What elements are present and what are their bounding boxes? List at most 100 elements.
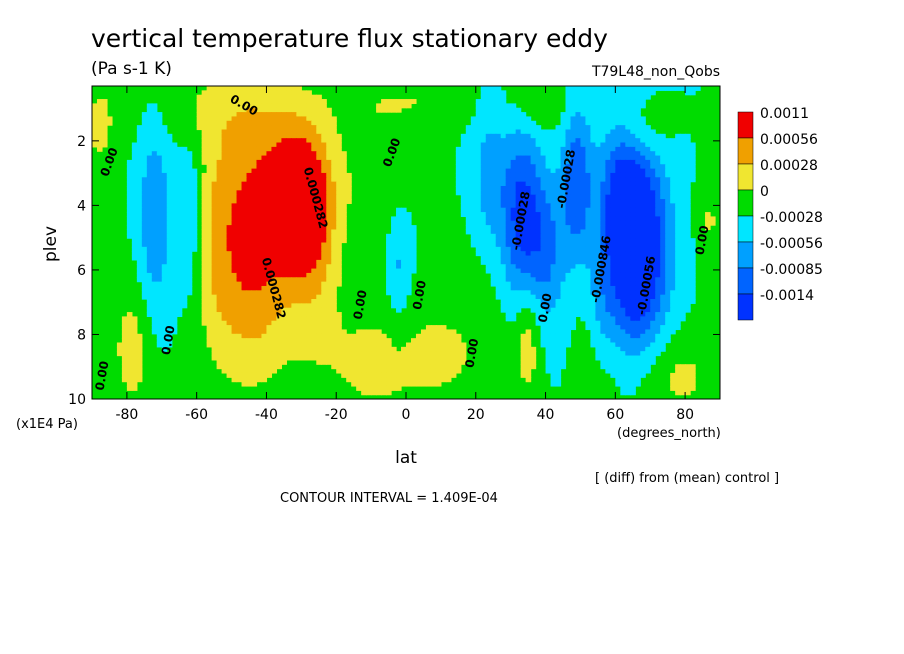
field-cell	[251, 112, 258, 118]
field-cell	[600, 238, 606, 244]
field-cell	[625, 220, 631, 226]
field-cell	[266, 255, 273, 261]
field-cell	[660, 303, 666, 309]
field-cell	[336, 229, 342, 235]
field-cell	[171, 159, 178, 165]
field-cell	[680, 281, 686, 287]
field-cell	[176, 255, 183, 261]
field-cell	[670, 181, 676, 187]
field-cell	[281, 138, 287, 144]
field-cell	[296, 181, 302, 187]
field-cell	[291, 142, 297, 148]
field-cell	[311, 185, 317, 191]
field-cell	[166, 242, 173, 248]
field-cell	[655, 333, 661, 339]
field-cell	[136, 338, 143, 344]
field-cell	[595, 168, 601, 174]
field-cell	[490, 225, 497, 231]
field-cell	[246, 216, 253, 222]
field-cell	[141, 212, 148, 218]
field-cell	[600, 342, 606, 348]
field-cell	[665, 268, 671, 274]
field-cell	[630, 125, 636, 131]
field-cell	[530, 299, 537, 304]
field-cell	[605, 94, 611, 100]
field-cell	[585, 212, 592, 218]
field-cell	[575, 259, 582, 265]
field-cell	[445, 338, 452, 344]
field-cell	[510, 125, 517, 131]
contour-fill	[92, 86, 716, 396]
field-cell	[141, 272, 148, 278]
field-cell	[231, 112, 238, 118]
field-cell	[465, 181, 472, 187]
field-cell	[241, 290, 248, 296]
field-cell	[221, 125, 228, 131]
field-cell	[321, 312, 327, 318]
field-cell	[206, 325, 213, 331]
field-cell	[480, 142, 487, 148]
field-cell	[665, 146, 671, 152]
field-cell	[670, 146, 676, 152]
field-cell	[575, 312, 582, 318]
field-cell	[460, 138, 467, 144]
field-cell	[156, 120, 163, 126]
field-cell	[191, 238, 198, 244]
field-cell	[236, 151, 243, 157]
field-cell	[186, 229, 193, 235]
field-cell	[565, 190, 572, 196]
field-cell	[151, 181, 158, 187]
field-cell	[166, 133, 173, 139]
field-cell	[550, 133, 557, 139]
field-cell	[635, 307, 641, 313]
field-cell	[685, 281, 691, 287]
field-cell	[331, 229, 337, 235]
field-cell	[356, 351, 362, 357]
field-cell	[221, 146, 228, 152]
field-cell	[565, 342, 572, 348]
field-cell	[241, 103, 248, 109]
field-cell	[640, 181, 646, 187]
field-cell	[286, 207, 292, 213]
field-cell	[336, 233, 342, 239]
field-cell	[560, 212, 567, 218]
field-cell	[286, 225, 292, 231]
field-cell	[560, 125, 567, 131]
field-cell	[346, 194, 352, 200]
field-cell	[590, 133, 596, 139]
field-cell	[455, 168, 462, 174]
field-cell	[595, 155, 601, 161]
field-cell	[480, 177, 487, 183]
field-cell	[211, 129, 218, 135]
field-cell	[306, 333, 312, 339]
field-cell	[261, 346, 268, 352]
field-cell	[615, 225, 621, 231]
field-cell	[231, 268, 238, 274]
field-cell	[675, 307, 681, 313]
field-cell	[226, 229, 233, 235]
field-cell	[176, 299, 183, 304]
field-cell	[321, 146, 327, 152]
field-cell	[655, 307, 661, 313]
field-cell	[565, 129, 572, 135]
field-cell	[525, 242, 532, 248]
field-cell	[261, 294, 268, 300]
field-cell	[181, 177, 188, 183]
field-cell	[401, 259, 407, 265]
field-cell	[640, 281, 646, 287]
field-cell	[530, 285, 537, 291]
field-cell	[475, 238, 482, 244]
field-cell	[555, 307, 562, 313]
field-cell	[465, 203, 472, 209]
field-cell	[545, 212, 552, 218]
field-cell	[261, 177, 268, 183]
field-cell	[470, 194, 477, 200]
field-cell	[490, 164, 497, 170]
field-cell	[256, 133, 263, 139]
field-cell	[530, 259, 537, 265]
field-cell	[401, 251, 407, 257]
field-cell	[595, 86, 601, 91]
field-cell	[316, 103, 322, 109]
field-cell	[530, 129, 537, 135]
field-cell	[301, 199, 307, 204]
